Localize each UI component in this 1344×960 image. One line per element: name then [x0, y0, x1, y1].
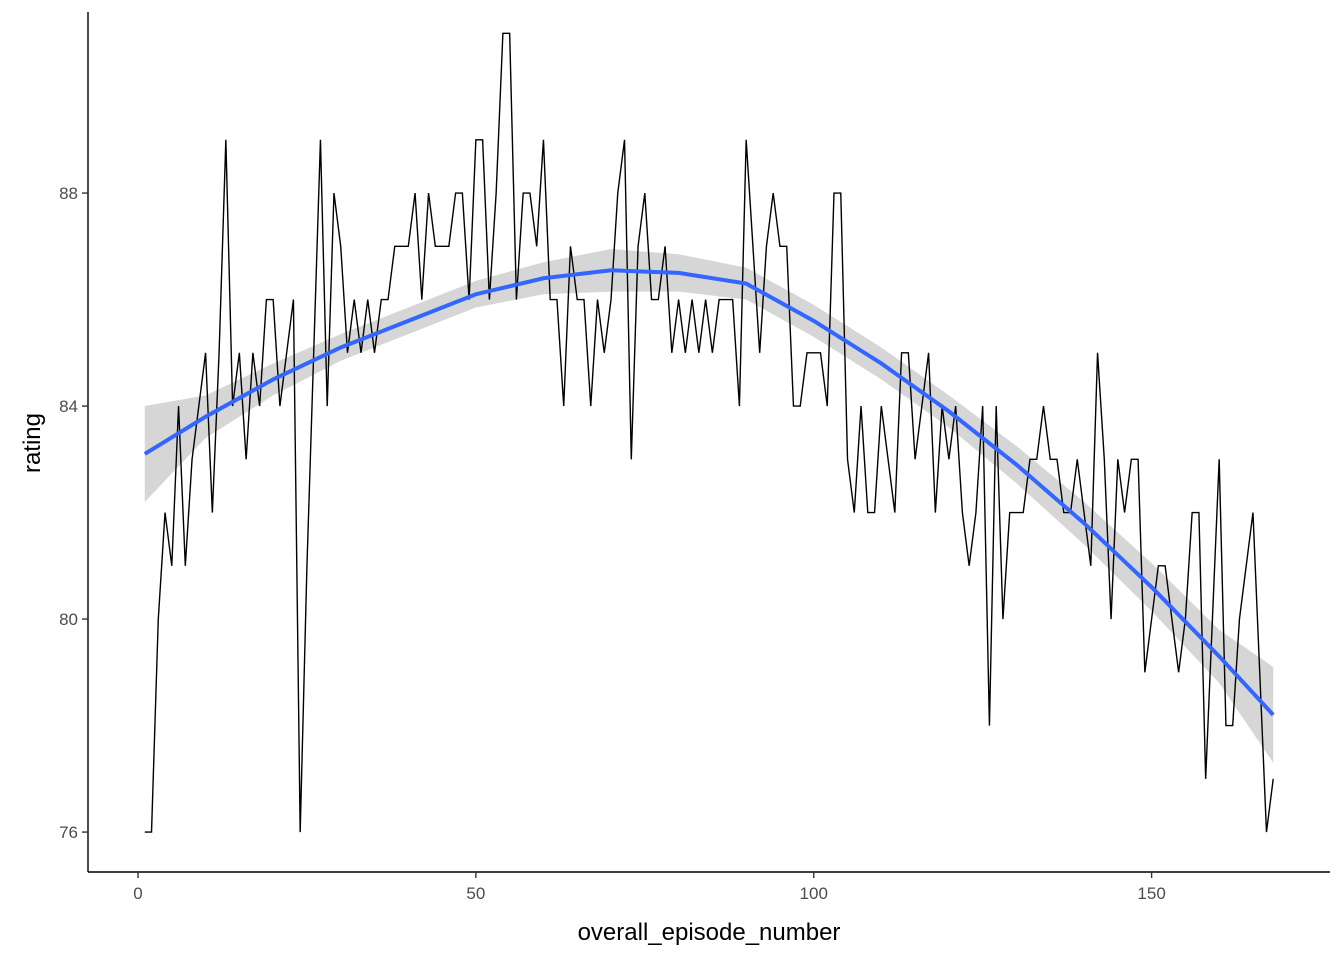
smooth-trend-line	[143, 268, 1275, 717]
y-tick-label: 80	[59, 610, 78, 629]
x-axis-title: overall_episode_number	[578, 919, 841, 946]
y-ticks: 76 80 84 88	[59, 184, 88, 842]
rating-line	[144, 32, 1274, 833]
x-tick-label: 0	[133, 884, 142, 903]
plot-area	[143, 32, 1275, 833]
y-tick-label: 76	[59, 823, 78, 842]
x-tick-label: 100	[800, 884, 828, 903]
x-tick-label: 150	[1137, 884, 1165, 903]
x-ticks: 0 50 100 150	[133, 872, 1166, 903]
confidence-ribbon	[144, 248, 1274, 763]
x-tick-label: 50	[466, 884, 485, 903]
y-tick-label: 84	[59, 397, 78, 416]
y-tick-label: 88	[59, 184, 78, 203]
y-axis-title: rating	[19, 413, 46, 473]
